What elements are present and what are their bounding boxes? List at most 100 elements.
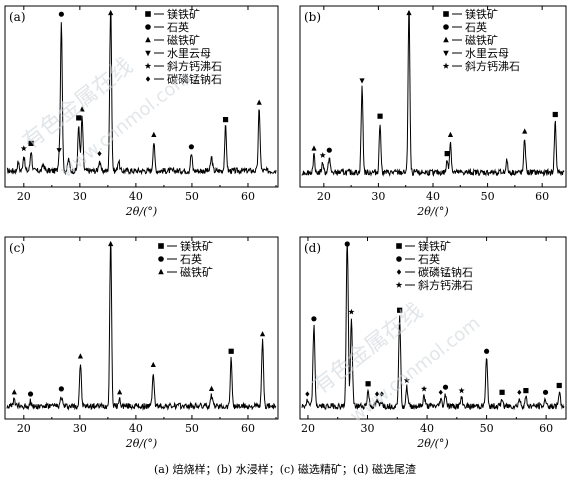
circle-marker (326, 147, 332, 153)
star-marker (421, 385, 428, 392)
x-axis-label: 2θ/(°) (125, 437, 157, 450)
x-tick-label: 60 (535, 190, 549, 203)
triangle-marker (145, 36, 151, 43)
watermark-url: www.cnnmol.com (56, 68, 194, 182)
star-marker (395, 281, 403, 288)
triangle-marker (150, 361, 156, 368)
xrd-pattern-line (6, 241, 277, 412)
circle-marker (58, 11, 64, 17)
square-marker (552, 111, 558, 118)
diamond-marker (438, 389, 443, 395)
star-marker (144, 62, 152, 69)
square-marker (76, 115, 82, 121)
diamond-marker (374, 391, 380, 397)
triangle-marker (77, 353, 84, 359)
legend-label: 石英 (167, 20, 189, 34)
square-marker (28, 140, 34, 146)
triangle-marker (311, 145, 317, 151)
triangle-marker (11, 389, 17, 395)
figure-caption: (a) 焙烧样；(b) 水浸样；(c) 磁选精矿；(d) 磁选尾渣 (153, 463, 417, 476)
x-tick-label: 30 (371, 190, 385, 203)
x-tick-label: 30 (73, 422, 87, 435)
square-marker (523, 388, 529, 394)
legend-label: 斜方钙沸石 (465, 59, 520, 73)
x-tick-label: 50 (480, 422, 494, 435)
legend-label: 斜方钙沸石 (418, 278, 473, 292)
legend-label: 石英 (418, 252, 440, 266)
legend-label: 镁铁矿 (167, 7, 200, 21)
plot-frame (299, 236, 567, 420)
legend-label: 磁铁矿 (180, 266, 213, 279)
watermark-url: www.cnnmol.com (346, 313, 484, 427)
panel-label: (b) (304, 10, 321, 24)
x-tick-label: 60 (539, 422, 553, 435)
legend-label: 镁铁矿 (465, 7, 498, 21)
triangle-marker (79, 106, 85, 112)
square-marker (158, 243, 164, 249)
diamond-marker (305, 391, 310, 397)
legend-label: 磁铁矿 (167, 34, 200, 47)
circle-marker (58, 386, 64, 392)
triangle-marker (108, 9, 114, 16)
plot-frame (4, 236, 279, 420)
triangle-marker (447, 131, 454, 137)
circle-marker (145, 24, 151, 30)
legend-label: 石英 (465, 20, 487, 34)
legend-label: 磁铁矿 (465, 34, 498, 47)
triangle-marker (117, 389, 123, 395)
circle-marker (442, 384, 449, 390)
square-marker (397, 307, 403, 313)
x-tick-label: 50 (185, 190, 199, 203)
x-tick-label: 30 (73, 190, 87, 203)
x-tick-label: 20 (17, 422, 31, 435)
circle-marker (311, 316, 317, 322)
legend-label: 斜方钙沸石 (167, 59, 222, 73)
x-tick-label: 50 (481, 190, 495, 203)
plot-frame (4, 5, 279, 188)
diamond-marker (379, 391, 384, 397)
circle-marker (483, 348, 490, 354)
xrd-pattern-line (6, 10, 277, 176)
circle-marker (396, 256, 402, 262)
star-marker (458, 387, 465, 394)
xrd-pattern-line (301, 10, 565, 177)
circle-marker (443, 24, 449, 30)
star-marker (20, 145, 27, 152)
triangle-marker (108, 240, 114, 247)
legend-label: 碳磷锰钠石 (167, 72, 222, 86)
star-marker (403, 377, 410, 383)
legend-label: 镁铁矿 (418, 239, 451, 253)
square-marker (556, 382, 562, 389)
legend-label: 石英 (180, 252, 202, 266)
star-marker (319, 152, 326, 158)
x-tick-label: 50 (185, 422, 199, 435)
triangle-marker (208, 385, 215, 391)
x-tick-label: 20 (17, 190, 31, 203)
circle-marker (344, 241, 350, 247)
x-tick-label: 40 (129, 190, 143, 203)
square-marker (443, 11, 449, 17)
triangle-marker (443, 36, 449, 43)
legend-label: 水里云母 (465, 47, 509, 60)
legend-label: 水里云母 (167, 47, 211, 60)
panel-label: (a) (9, 10, 26, 24)
x-tick-label: 60 (241, 190, 255, 203)
x-tick-label: 20 (301, 422, 315, 435)
panel-label: (c) (9, 241, 25, 255)
inverted-triangle-marker (56, 148, 62, 154)
square-marker (145, 11, 151, 17)
square-marker (396, 243, 402, 249)
square-marker (222, 117, 229, 123)
xrd-panel: (a) 20 30 40 50 60 2θ/(°) 镁铁矿石英磁铁矿水里云母斜方钙沸石碳磷锰钠… (4, 5, 279, 218)
inverted-triangle-marker (359, 78, 365, 84)
x-tick-label: 60 (241, 422, 255, 435)
diamond-marker (145, 76, 151, 82)
square-marker (365, 381, 371, 387)
triangle-marker (256, 99, 262, 105)
triangle-marker (406, 9, 412, 16)
circle-marker (158, 256, 164, 262)
